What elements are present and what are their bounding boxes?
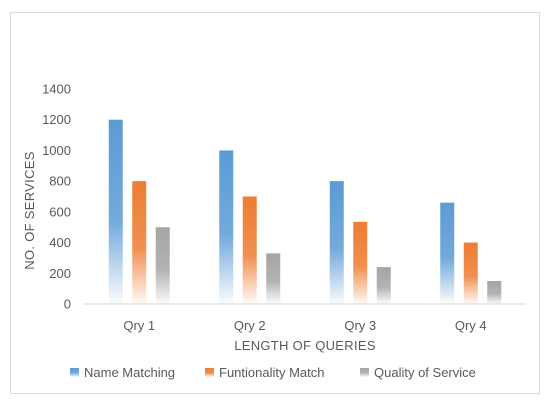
bar-quality-of-service-4 — [487, 280, 502, 304]
legend-label: Funtionality Match — [219, 365, 325, 380]
y-tick-label: 400 — [49, 235, 71, 250]
x-axis-title: LENGTH OF QUERIES — [234, 338, 376, 353]
bar-funtionality-match-2 — [242, 196, 257, 304]
bar-quality-of-service-3 — [376, 267, 391, 304]
bar-funtionality-match-4 — [463, 242, 478, 304]
y-tick-label: 200 — [49, 266, 71, 281]
y-axis-ticks: 0 200 400 600 800 1000 1200 1400 — [42, 82, 71, 312]
legend-label: Quality of Service — [374, 365, 476, 380]
bar-name-matching-2 — [219, 150, 234, 304]
bar-name-matching-1 — [108, 119, 123, 304]
legend-swatch-name-matching — [70, 368, 79, 377]
y-tick-label: 0 — [64, 297, 71, 312]
bar-funtionality-match-3 — [353, 221, 368, 304]
x-tick-label: Qry 4 — [455, 318, 487, 333]
x-tick-label: Qry 3 — [344, 318, 376, 333]
y-tick-label: 1400 — [42, 82, 71, 97]
bar-quality-of-service-2 — [266, 253, 281, 304]
x-tick-label: Qry 1 — [123, 318, 155, 333]
y-tick-label: 1000 — [42, 143, 71, 158]
y-axis-title: NO. OF SERVICES — [22, 151, 37, 269]
x-tick-label: Qry 2 — [234, 318, 266, 333]
x-axis-ticks: Qry 1 Qry 2 Qry 3 Qry 4 — [123, 318, 486, 333]
bars — [108, 119, 502, 304]
bar-name-matching-3 — [329, 181, 344, 304]
y-tick-label: 600 — [49, 204, 71, 219]
legend: Name Matching Funtionality Match Quality o… — [70, 365, 476, 380]
legend-label: Name Matching — [84, 365, 175, 380]
bar-funtionality-match-1 — [132, 181, 147, 304]
bar-quality-of-service-1 — [155, 227, 170, 304]
y-tick-label: 800 — [49, 174, 71, 189]
legend-swatch-quality-of-service — [360, 368, 369, 377]
bar-name-matching-4 — [440, 202, 455, 304]
y-tick-label: 1200 — [42, 112, 71, 127]
legend-swatch-funtionality-match — [205, 368, 214, 377]
